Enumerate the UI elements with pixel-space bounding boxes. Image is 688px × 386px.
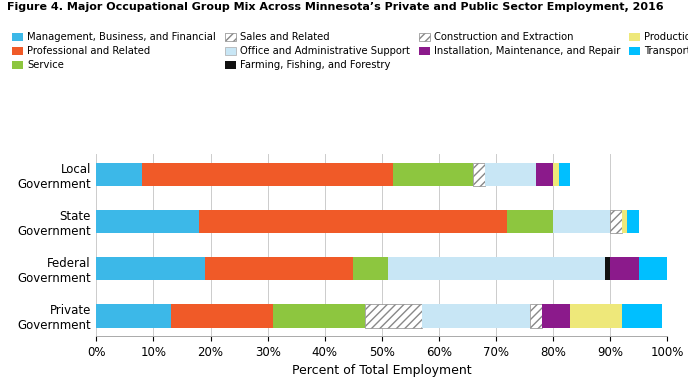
Bar bbox=[559, 163, 570, 186]
Bar bbox=[553, 163, 559, 186]
Bar bbox=[96, 210, 199, 233]
Bar bbox=[473, 163, 484, 186]
Bar bbox=[484, 163, 536, 186]
Bar bbox=[199, 210, 508, 233]
Bar bbox=[536, 163, 553, 186]
Bar bbox=[530, 304, 541, 328]
Bar bbox=[142, 163, 394, 186]
Bar bbox=[96, 304, 171, 328]
Bar bbox=[394, 163, 473, 186]
Bar bbox=[365, 304, 422, 328]
Bar bbox=[622, 304, 662, 328]
Bar bbox=[508, 210, 553, 233]
Bar bbox=[273, 304, 365, 328]
Legend: Management, Business, and Financial, Professional and Related, Service, Sales an: Management, Business, and Financial, Pro… bbox=[12, 32, 688, 70]
Bar bbox=[610, 210, 622, 233]
Bar bbox=[638, 257, 667, 281]
Bar bbox=[541, 304, 570, 328]
Bar bbox=[171, 304, 273, 328]
X-axis label: Percent of Total Employment: Percent of Total Employment bbox=[292, 364, 472, 377]
Bar bbox=[96, 257, 205, 281]
Bar bbox=[387, 257, 605, 281]
Bar bbox=[605, 257, 610, 281]
Text: Figure 4. Major Occupational Group Mix Across Minnesota’s Private and Public Sec: Figure 4. Major Occupational Group Mix A… bbox=[7, 2, 663, 12]
Bar bbox=[622, 210, 627, 233]
Bar bbox=[96, 163, 142, 186]
Bar bbox=[205, 257, 354, 281]
Bar bbox=[610, 257, 639, 281]
Bar bbox=[354, 257, 387, 281]
Bar bbox=[627, 210, 638, 233]
Bar bbox=[422, 304, 530, 328]
Bar bbox=[553, 210, 610, 233]
Bar bbox=[570, 304, 622, 328]
